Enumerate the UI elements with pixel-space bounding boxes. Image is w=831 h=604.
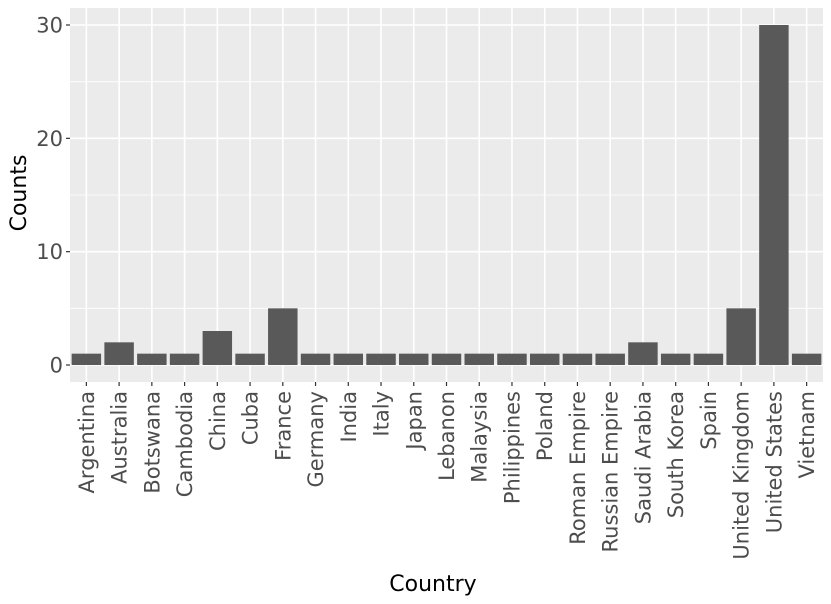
bar xyxy=(268,308,298,365)
x-tick-label: Russian Empire xyxy=(599,391,623,553)
x-tick-label: France xyxy=(271,391,295,461)
bar xyxy=(660,353,691,365)
bar xyxy=(333,353,364,365)
x-tick-label: Cambodia xyxy=(173,391,197,497)
x-tick-label: India xyxy=(337,391,361,443)
x-tick-label: Germany xyxy=(304,391,328,488)
x-tick-label: United States xyxy=(762,391,786,533)
bar xyxy=(791,353,822,365)
y-tick-label: 20 xyxy=(36,127,63,151)
y-axis: 0 10 20 30 xyxy=(36,14,70,378)
x-tick-label: Spain xyxy=(697,391,721,450)
x-tick-label: Philippines xyxy=(500,391,524,504)
bar xyxy=(235,353,265,365)
x-tick-label: Italy xyxy=(370,391,394,437)
x-tick-label: Australia xyxy=(108,391,132,484)
bars xyxy=(71,25,822,365)
bar xyxy=(628,342,658,365)
bar xyxy=(497,353,527,365)
y-tick-label: 0 xyxy=(50,354,63,378)
bar xyxy=(137,353,167,365)
x-tick-label: Roman Empire xyxy=(566,391,590,545)
y-axis-title: Counts xyxy=(7,155,32,232)
x-tick-label: South Korea xyxy=(664,391,688,518)
x-tick-label: Malaysia xyxy=(468,391,492,483)
bar xyxy=(693,353,724,365)
x-tick-label: Botswana xyxy=(140,391,164,494)
bar xyxy=(464,353,494,365)
bar xyxy=(104,342,134,365)
bar xyxy=(300,353,331,365)
bar xyxy=(562,353,593,365)
x-tick-label: United Kingdom xyxy=(730,391,754,560)
x-axis-title: Country xyxy=(389,572,476,597)
bar xyxy=(71,353,102,365)
x-tick-label: Japan xyxy=(402,391,426,452)
major-gridlines xyxy=(70,8,823,382)
x-axis: Argentina Australia Botswana Cambodia China C… xyxy=(75,382,819,560)
x-tick-label: Vietnam xyxy=(795,391,819,479)
bar xyxy=(726,308,756,365)
bar xyxy=(366,353,396,365)
bar xyxy=(529,353,560,365)
x-tick-label: Poland xyxy=(533,391,557,461)
bar xyxy=(431,353,462,365)
x-tick-label: Cuba xyxy=(239,391,263,445)
y-tick-label: 30 xyxy=(36,14,63,38)
bar xyxy=(759,25,789,365)
x-tick-label: Lebanon xyxy=(435,391,459,481)
bar xyxy=(595,353,625,365)
y-tick-label: 10 xyxy=(36,240,63,264)
x-tick-label: China xyxy=(206,391,230,451)
x-tick-label: Argentina xyxy=(75,391,99,493)
bar xyxy=(202,331,233,365)
bar xyxy=(169,353,200,365)
bar xyxy=(399,353,429,365)
x-tick-label: Saudi Arabia xyxy=(631,391,655,524)
